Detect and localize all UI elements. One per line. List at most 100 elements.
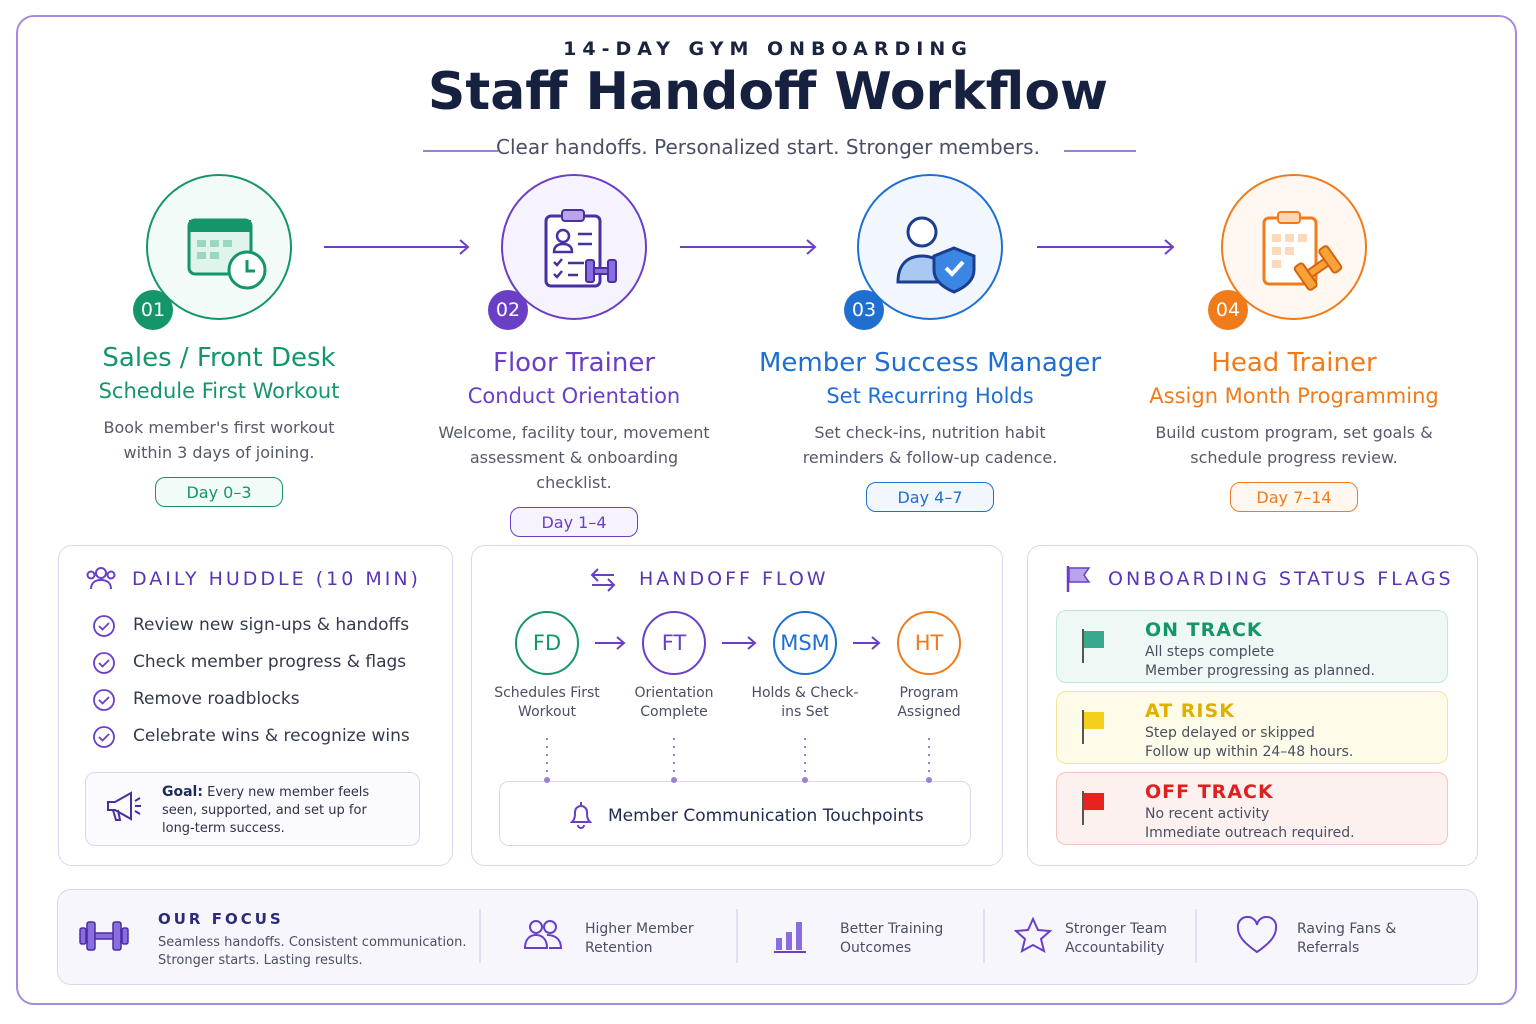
step-role: Floor Trainer [492, 348, 656, 378]
step-text: Floor Trainer Conduct Orientation Welcome,… [364, 348, 784, 537]
goal-box [85, 772, 420, 846]
step-badge: 01 [133, 290, 173, 330]
step-description: Welcome, facility tour, movement assessm… [438, 423, 710, 492]
flow-node: HT [897, 611, 961, 675]
focus-item: Better Training Outcomes [840, 921, 944, 956]
step-role: Member Success Manager [758, 348, 1102, 378]
focus-icon [1014, 916, 1053, 953]
flags-title: ONBOARDING STATUS FLAGS [1108, 568, 1454, 590]
step-text: Sales / Front Desk Schedule First Workout… [9, 343, 429, 507]
huddle-title: DAILY HUDDLE (10 MIN) [132, 568, 421, 590]
huddle-item: Celebrate wins & recognize wins [133, 726, 410, 746]
flag-marker [1082, 710, 1104, 744]
goal-text: Every new member feels seen, supported, … [162, 785, 370, 836]
focus-line2: Stronger starts. Lasting results. [158, 953, 363, 968]
check-icon [93, 652, 115, 674]
megaphone-icon [107, 791, 141, 821]
frame [16, 15, 1517, 1005]
step-circle [501, 174, 647, 320]
goal: Goal: Every new member feels seen, suppo… [162, 783, 392, 838]
flag-icon [1066, 566, 1091, 592]
step-circle [1221, 174, 1367, 320]
status-flag: ON TRACK All steps complete Member progres… [1056, 610, 1448, 683]
step-text: Head Trainer Assign Month Programming Buil… [1084, 348, 1504, 512]
title: Staff Handoff Workflow [427, 62, 1109, 122]
step-circle [146, 174, 292, 320]
step-text: Member Success Manager Set Recurring Hold… [720, 348, 1140, 512]
huddle-item: Review new sign-ups & handoffs [133, 615, 410, 635]
step-task: Assign Month Programming [1149, 384, 1439, 408]
step-days: Day 1–4 [510, 507, 638, 537]
step-task: Schedule First Workout [98, 379, 340, 403]
goal-label: Goal: [162, 784, 203, 800]
focus-line1: Seamless handoffs. Consistent communicat… [158, 935, 467, 950]
flag-line2: Immediate outreach required. [1145, 825, 1355, 841]
focus-item: Raving Fans & Referrals [1297, 921, 1397, 956]
step-icon [896, 216, 976, 294]
status-flag: AT RISK Step delayed or skipped Follow up … [1056, 691, 1448, 764]
step-badge: 02 [488, 290, 528, 330]
pill-wrap: Day 7–14 [1084, 482, 1504, 512]
step-description: Book member's first workout within 3 day… [103, 418, 335, 462]
focus-item: Stronger Team Accountability [1065, 921, 1167, 956]
check-icon [93, 615, 115, 637]
flag-marker [1082, 791, 1104, 825]
step-icon [544, 209, 617, 288]
huddle-item: Check member progress & flags [133, 652, 407, 672]
eyebrow: 14-DAY GYM ONBOARDING [563, 38, 973, 60]
step-description: Set check-ins, nutrition habit reminders… [802, 423, 1058, 467]
touchpoints-box [499, 781, 971, 846]
flow-caption: Holds & Check-ins Set [751, 685, 859, 720]
flow-node: MSM [773, 611, 837, 675]
handoff-panel [471, 545, 1003, 866]
flag-marker [1082, 629, 1104, 663]
step-icon [187, 218, 267, 290]
step-badge: 04 [1208, 290, 1248, 330]
step-days: Day 7–14 [1230, 482, 1358, 512]
touchpoints: Member Communication Touchpoints [608, 806, 924, 826]
focus-icon [774, 922, 806, 953]
pill-wrap: Day 1–4 [364, 507, 784, 537]
flag-line1: All steps complete [1145, 644, 1275, 660]
dumbbell-icon [79, 921, 129, 951]
step-badge: 03 [844, 290, 884, 330]
step-days: Day 0–3 [155, 477, 283, 507]
flow-node: FD [515, 611, 579, 675]
step-icon [1262, 211, 1343, 291]
status-flag: OFF TRACK No recent activity Immediate out… [1056, 772, 1448, 845]
step-description: Build custom program, set goals & schedu… [1155, 423, 1433, 467]
handoff-title: HANDOFF FLOW [639, 568, 829, 590]
step-circle [857, 174, 1003, 320]
flag-line2: Member progressing as planned. [1145, 663, 1375, 679]
subtitle: Clear handoffs. Personalized start. Stro… [496, 135, 1040, 159]
step-role: Sales / Front Desk [102, 343, 336, 373]
flow-caption: Orientation Complete [634, 685, 714, 720]
huddle-item: Remove roadblocks [133, 689, 300, 709]
flag-label: ON TRACK [1145, 619, 1263, 641]
swap-icon [590, 568, 616, 592]
pill-wrap: Day 4–7 [720, 482, 1140, 512]
step-task: Set Recurring Holds [826, 384, 1034, 408]
bell-icon [569, 802, 593, 829]
check-icon [93, 726, 115, 748]
focus-icon [523, 920, 563, 949]
focus-title: OUR FOCUS [158, 910, 284, 928]
pill-wrap: Day 0–3 [9, 477, 429, 507]
flag-label: OFF TRACK [1145, 781, 1274, 803]
flow-caption: Schedules First Workout [494, 685, 600, 720]
people-icon [86, 567, 116, 590]
flow-caption: Program Assigned [897, 685, 961, 720]
flag-label: AT RISK [1145, 700, 1235, 722]
check-icon [93, 689, 115, 711]
step-role: Head Trainer [1211, 348, 1377, 378]
step-task: Conduct Orientation [467, 384, 681, 408]
focus-icon [1236, 916, 1278, 954]
flag-line1: No recent activity [1145, 806, 1270, 822]
flag-line1: Step delayed or skipped [1145, 725, 1315, 741]
step-days: Day 4–7 [866, 482, 994, 512]
flow-node: FT [642, 611, 706, 675]
focus-item: Higher Member Retention [585, 921, 694, 956]
flag-line2: Follow up within 24–48 hours. [1145, 744, 1354, 760]
